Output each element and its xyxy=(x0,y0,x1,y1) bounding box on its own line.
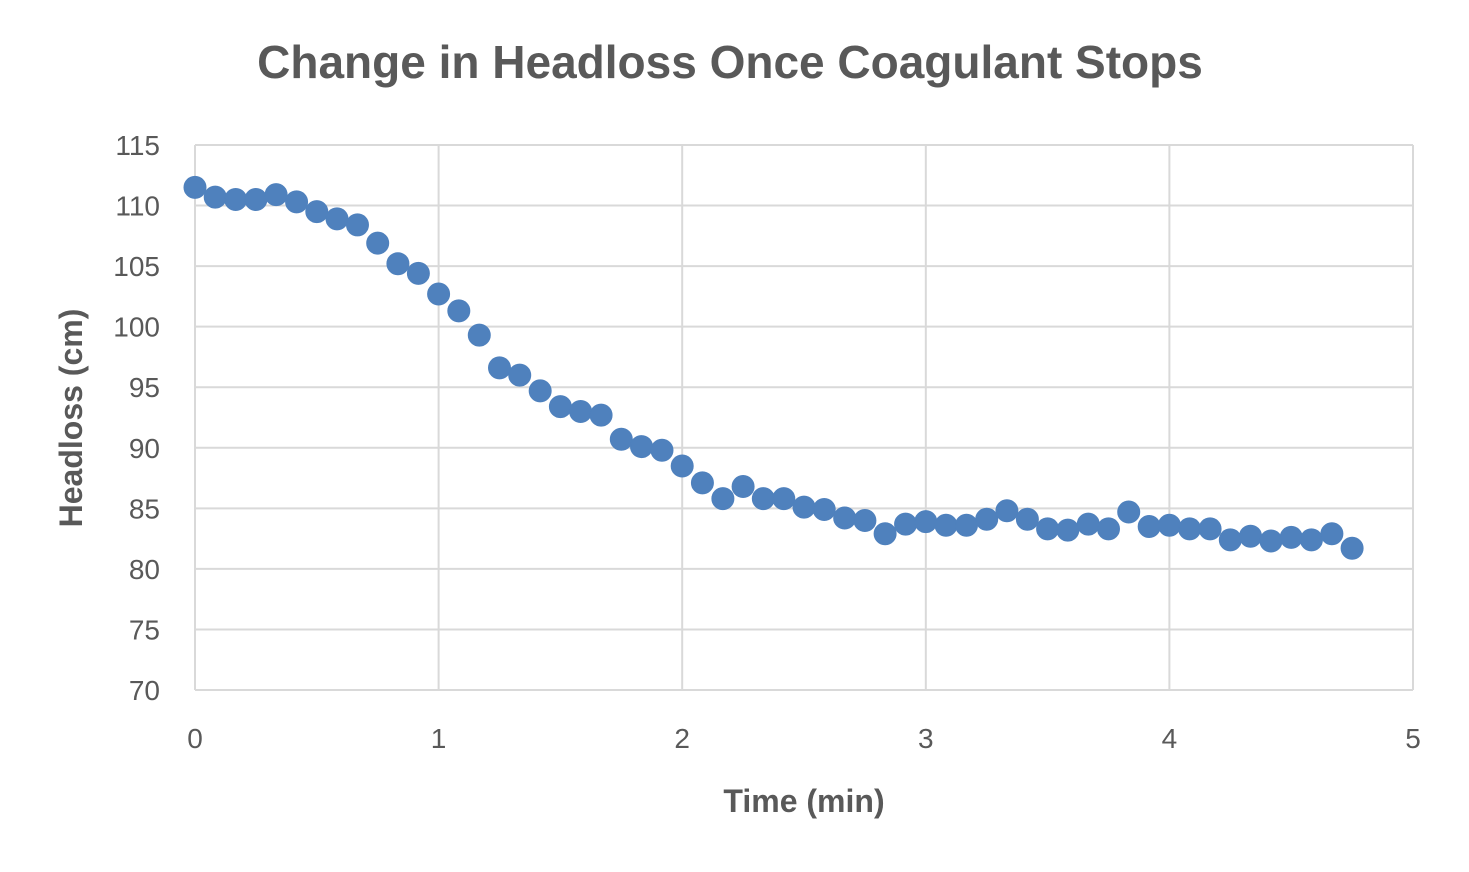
data-point xyxy=(751,487,775,511)
data-point xyxy=(1117,500,1141,524)
data-point xyxy=(1137,515,1161,538)
data-point xyxy=(792,495,816,519)
y-tick-label: 115 xyxy=(115,130,160,161)
data-point xyxy=(812,498,836,522)
data-point xyxy=(406,261,430,285)
data-point xyxy=(589,403,613,427)
data-point xyxy=(1259,529,1283,553)
y-tick-label: 105 xyxy=(113,251,160,282)
data-point-layer xyxy=(183,175,1364,560)
data-point xyxy=(1157,513,1181,537)
y-tick-label: 70 xyxy=(129,675,160,706)
data-point xyxy=(305,200,329,224)
data-point xyxy=(1015,507,1039,531)
y-tick-label: 100 xyxy=(113,312,160,343)
data-point xyxy=(975,507,999,531)
x-tick-label: 0 xyxy=(187,723,203,754)
data-point xyxy=(690,471,714,495)
data-point xyxy=(894,512,918,536)
data-point xyxy=(630,435,654,459)
data-point xyxy=(285,190,309,214)
data-point xyxy=(1279,525,1303,549)
data-point xyxy=(386,252,410,276)
data-point xyxy=(569,399,593,423)
x-tick-label: 4 xyxy=(1162,723,1178,754)
y-tick-label: 80 xyxy=(129,554,160,585)
data-point xyxy=(1299,528,1323,552)
data-point xyxy=(914,510,938,534)
data-point xyxy=(995,499,1019,523)
data-point xyxy=(1097,517,1120,541)
data-point xyxy=(508,363,532,387)
data-point xyxy=(325,207,349,231)
data-point xyxy=(1340,536,1364,560)
data-point xyxy=(772,487,796,511)
data-point xyxy=(670,454,694,478)
data-point xyxy=(1218,528,1242,552)
data-point xyxy=(203,185,227,209)
data-point xyxy=(264,183,288,207)
axis-layer xyxy=(194,145,1413,691)
data-point xyxy=(244,188,268,211)
y-tick-label: 75 xyxy=(129,614,160,645)
data-point xyxy=(954,513,978,537)
data-point xyxy=(366,231,390,255)
data-point xyxy=(1036,517,1060,541)
y-axis-title: Headloss (cm) xyxy=(53,309,89,528)
data-point xyxy=(447,299,471,323)
tick-label-layer: 70 75 80 85 90 95 100 105 110 115 0 1 2 3 4 5 xyxy=(113,130,1421,754)
data-point xyxy=(528,379,552,403)
data-point xyxy=(873,522,897,546)
chart-title: Change in Headloss Once Coagulant Stops xyxy=(257,36,1203,88)
data-point xyxy=(467,323,491,347)
x-tick-label: 1 xyxy=(431,723,447,754)
data-point xyxy=(1239,524,1263,548)
data-point xyxy=(853,508,877,532)
data-point xyxy=(427,282,451,306)
data-point xyxy=(650,438,674,462)
data-point xyxy=(345,213,369,237)
data-point xyxy=(1056,518,1080,542)
x-tick-label: 2 xyxy=(674,723,690,754)
data-point xyxy=(833,506,857,530)
data-point xyxy=(1198,517,1222,541)
data-point xyxy=(224,188,248,211)
data-point xyxy=(711,487,735,511)
data-point xyxy=(1076,512,1100,536)
data-point xyxy=(1178,517,1202,541)
data-point xyxy=(609,427,633,451)
data-point xyxy=(934,513,958,537)
y-tick-label: 95 xyxy=(129,372,160,403)
data-point xyxy=(1320,522,1344,546)
x-tick-label: 3 xyxy=(918,723,934,754)
data-point xyxy=(731,475,755,499)
x-tick-label: 5 xyxy=(1405,723,1421,754)
x-axis-title: Time (min) xyxy=(723,783,884,819)
y-tick-label: 110 xyxy=(115,191,160,222)
data-point xyxy=(488,356,511,380)
y-tick-label: 85 xyxy=(129,493,160,524)
data-point xyxy=(548,395,572,419)
y-tick-label: 90 xyxy=(129,433,160,464)
data-point xyxy=(183,175,207,199)
